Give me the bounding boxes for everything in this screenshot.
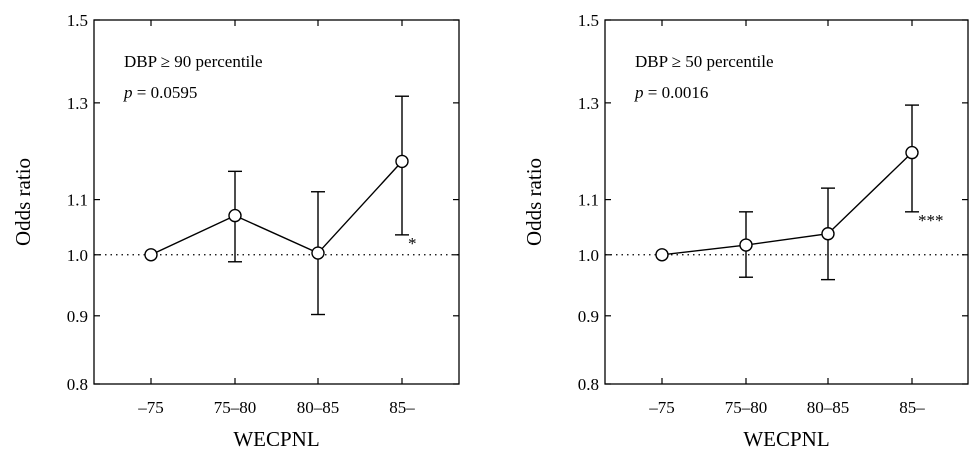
chart-panel-1: 1.5 1.3 1.1 1.0 0.9 0.8 –75 75–80 80–85 85– DBP ≥ … — [11, 11, 460, 451]
y-tick-label: 1.1 — [578, 191, 599, 210]
y-axis-title: Odds ratio — [522, 158, 546, 246]
x-category-label: 75–80 — [725, 398, 768, 417]
data-point-marker — [144, 248, 158, 262]
x-category-label: 80–85 — [297, 398, 340, 417]
annotation-p-value: p = 0.0016 — [634, 83, 708, 102]
plot-frame — [604, 19, 969, 385]
p-symbol: p — [634, 83, 644, 102]
x-category-label: –75 — [648, 398, 675, 417]
y-tick-label: 1.0 — [67, 246, 88, 265]
y-axis-title: Odds ratio — [11, 158, 35, 246]
p-symbol: p — [123, 83, 133, 102]
data-point-marker — [395, 154, 409, 169]
data-point-marker — [739, 238, 753, 252]
p-value-text: = 0.0016 — [644, 83, 709, 102]
y-tick-label: 1.1 — [67, 191, 88, 210]
y-tick-label: 0.9 — [578, 307, 599, 326]
y-tick-label: 1.5 — [67, 11, 88, 30]
y-tick-label: 1.5 — [578, 11, 599, 30]
x-category-label: 85– — [899, 398, 925, 417]
annotation-outcome: DBP ≥ 50 percentile — [635, 52, 774, 71]
data-point-marker — [311, 246, 325, 260]
y-tick-label: 1.3 — [578, 94, 599, 113]
data-point-marker — [905, 145, 919, 160]
significance-marker: * — [408, 234, 417, 253]
x-category-label: 85– — [389, 398, 415, 417]
x-axis-title: WECPNL — [743, 427, 829, 451]
significance-marker: *** — [918, 211, 944, 230]
plot-frame — [93, 19, 460, 385]
p-value-text: = 0.0595 — [133, 83, 198, 102]
y-tick-label: 0.9 — [67, 307, 88, 326]
data-point-marker — [655, 248, 669, 262]
y-tick-label: 0.8 — [67, 375, 88, 394]
series-line — [150, 160, 403, 256]
y-tick-label: 1.0 — [578, 246, 599, 265]
data-point-marker — [821, 227, 835, 241]
data-point-marker — [228, 208, 242, 223]
y-tick-label: 1.3 — [67, 94, 88, 113]
x-axis-title: WECPNL — [233, 427, 319, 451]
x-category-label: –75 — [137, 398, 164, 417]
series-line — [661, 152, 913, 256]
x-category-label: 75–80 — [214, 398, 257, 417]
y-tick-label: 0.8 — [578, 375, 599, 394]
annotation-outcome: DBP ≥ 90 percentile — [124, 52, 263, 71]
annotation-p-value: p = 0.0595 — [123, 83, 197, 102]
x-category-label: 80–85 — [807, 398, 850, 417]
chart-panel-2: 1.5 1.3 1.1 1.0 0.9 0.8 –75 75–80 80–85 85– DBP ≥ … — [522, 11, 969, 451]
